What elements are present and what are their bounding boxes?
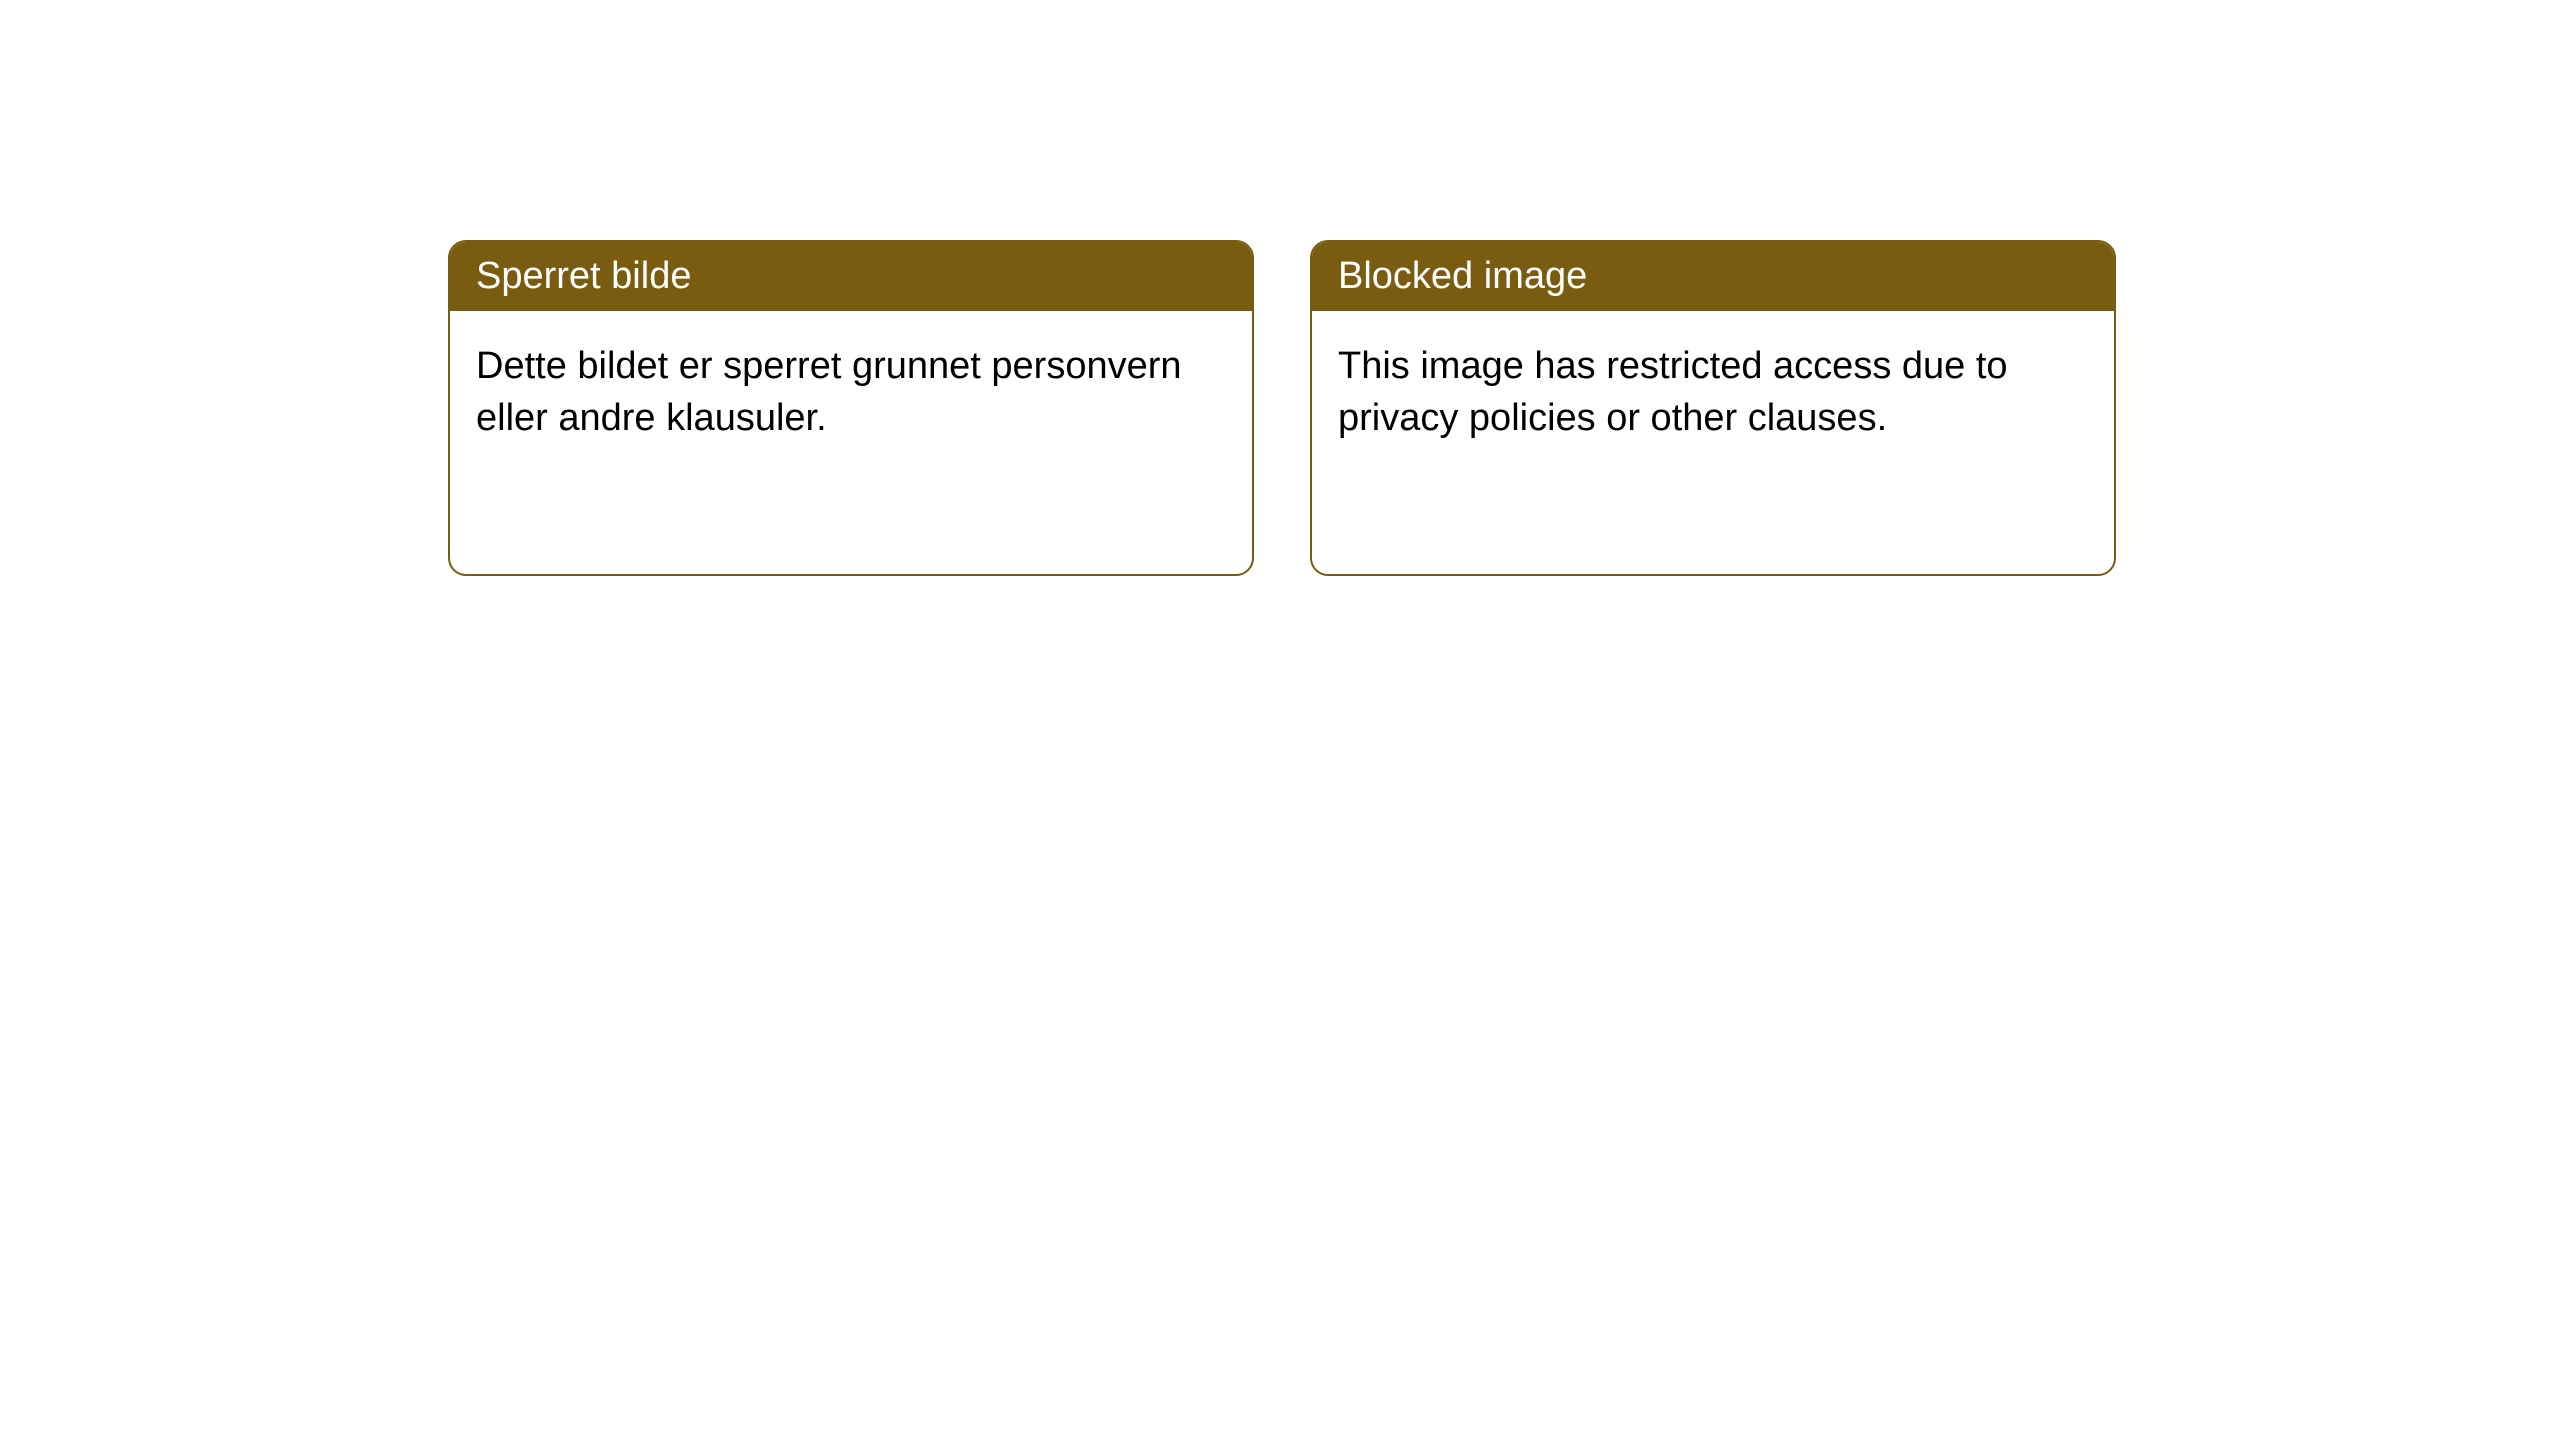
blocked-image-card-no: Sperret bilde Dette bildet er sperret gr… xyxy=(448,240,1254,576)
card-header-en: Blocked image xyxy=(1312,242,2114,311)
blocked-image-card-en: Blocked image This image has restricted … xyxy=(1310,240,2116,576)
notice-container: Sperret bilde Dette bildet er sperret gr… xyxy=(0,0,2560,576)
card-body-no: Dette bildet er sperret grunnet personve… xyxy=(450,311,1252,464)
card-body-en: This image has restricted access due to … xyxy=(1312,311,2114,464)
card-header-no: Sperret bilde xyxy=(450,242,1252,311)
